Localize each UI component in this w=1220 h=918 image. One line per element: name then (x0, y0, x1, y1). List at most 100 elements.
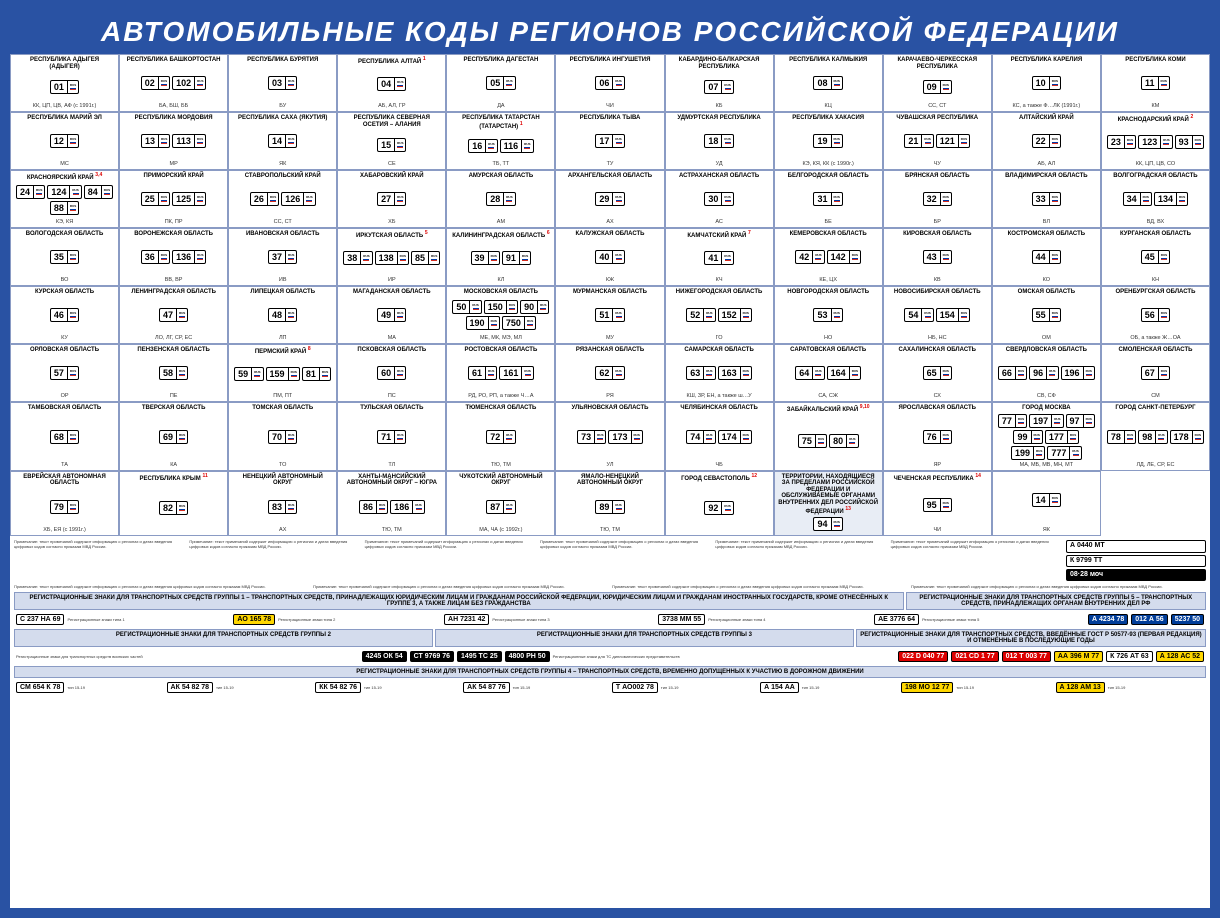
region-abbr: КО (996, 277, 1097, 283)
license-plate: 31RUS (813, 192, 842, 206)
license-plate: 50RUS (452, 300, 481, 314)
plate-flag-side: RUS (721, 193, 732, 205)
region-abbr: КМ (1105, 103, 1206, 109)
license-plate: 35RUS (50, 250, 79, 264)
region-cell: ЧЕЧЕНСКАЯ РЕСПУБЛИКА 1495RUSЧИ (883, 471, 992, 537)
plate-code: 196 (1062, 368, 1083, 378)
license-plate: 01RUS (50, 80, 79, 94)
region-name: ЛЕНИНГРАДСКАЯ ОБЛАСТЬ (123, 289, 224, 296)
plate-code: 48 (269, 310, 285, 320)
license-plate: 05RUS (486, 76, 515, 90)
license-plate: 52RUS (686, 308, 715, 322)
plates-row: 79RUS (14, 500, 115, 514)
region-cell: АСТРАХАНСКАЯ ОБЛАСТЬ30RUSАС (665, 170, 774, 228)
region-cell: КРАСНОЯРСКИЙ КРАЙ 3,424RUS124RUS84RUS88R… (10, 170, 119, 228)
license-plate: 80RUS (829, 434, 858, 448)
region-cell: РЕСПУБЛИКА ДАГЕСТАН05RUSДА (446, 54, 555, 112)
license-plate: 87RUS (486, 500, 515, 514)
plates-row: 40RUS (559, 250, 660, 264)
region-name: БЕЛГОРОДСКАЯ ОБЛАСТЬ (778, 173, 879, 180)
plate-flag-side: RUS (1067, 431, 1078, 443)
region-cell: РЕСПУБЛИКА САХА (ЯКУТИЯ)14RUSЯК (228, 112, 337, 170)
region-name: ЛИПЕЦКАЯ ОБЛАСТЬ (232, 289, 333, 296)
plate-code: 150 (485, 302, 506, 312)
plates-row: 69RUS (123, 430, 224, 444)
region-name: РЕСПУБЛИКА БАШКОРТОСТАН (123, 57, 224, 64)
license-plate: 72RUS (486, 430, 515, 444)
region-cell: ОРЛОВСКАЯ ОБЛАСТЬ57RUSОР (10, 344, 119, 402)
plate-code: 174 (719, 432, 740, 442)
license-plate: 82RUS (159, 501, 188, 515)
plate-code: 186 (391, 502, 412, 512)
region-name: ОРЕНБУРГСКАЯ ОБЛАСТЬ (1105, 289, 1206, 296)
license-plate: 88RUS (50, 201, 79, 215)
plate-flag-side: RUS (394, 139, 405, 151)
region-abbr: МЕ, МК, МЭ, МЛ (450, 335, 551, 341)
region-abbr: ЛО, ЛГ, СР, ЕС (123, 335, 224, 341)
plate-code: 97 (1067, 416, 1083, 426)
plate-code: 38 (344, 253, 360, 263)
region-name: МУРМАНСКАЯ ОБЛАСТЬ (559, 289, 660, 296)
plate-flag-side: RUS (158, 135, 169, 147)
plates-row: 46RUS (14, 308, 115, 322)
license-plate: 09RUS (923, 80, 952, 94)
region-name: КРАСНОЯРСКИЙ КРАЙ 3,4 (14, 173, 115, 182)
license-plate: 28RUS (486, 192, 515, 206)
example-desc: Регистрационные знаки типа 1 (67, 617, 230, 622)
plates-row: 42RUS142RUS (778, 250, 879, 264)
plate-flag-side: RUS (831, 309, 842, 321)
example-desc: Регистрационные знаки типа 3 (492, 617, 655, 622)
plate-flag-side: RUS (267, 193, 278, 205)
plate-flag-side: RUS (703, 367, 714, 379)
region-name: НЕНЕЦКИЙ АВТОНОМНЫЙ ОКРУГ (232, 474, 333, 487)
license-plate: 62RUS (595, 366, 624, 380)
plate-code: 28 (487, 194, 503, 204)
region-name: ИВАНОВСКАЯ ОБЛАСТЬ (232, 231, 333, 238)
region-name: РЕСПУБЛИКА АЛТАЙ 1 (341, 57, 442, 66)
region-abbr: РД, РО, РП, а также Ч…А (450, 393, 551, 399)
region-cell: ТУЛЬСКАЯ ОБЛАСТЬ71RUSТЛ (337, 402, 446, 471)
poster-frame: АВТОМОБИЛЬНЫЕ КОДЫ РЕГИОНОВ РОССИЙСКОЙ Ф… (0, 0, 1220, 918)
region-abbr: ТО (232, 462, 333, 468)
plate-flag-side: RUS (376, 501, 387, 513)
region-name: ПСКОВСКАЯ ОБЛАСТЬ (341, 347, 442, 354)
region-abbr: ЧУ (887, 161, 988, 167)
plate-flag-side: RUS (1124, 431, 1135, 443)
license-plate: 136RUS (172, 250, 206, 264)
plates-row: 19RUS (778, 134, 879, 148)
plate-flag-side: RUS (1015, 415, 1026, 427)
license-plate: 23RUS (1107, 135, 1136, 149)
license-plate: 177RUS (1045, 430, 1079, 444)
license-plate: 46RUS (50, 308, 79, 322)
region-abbr: КЛ (450, 277, 551, 283)
region-abbr: ЯР (887, 462, 988, 468)
plate-code: 56 (1142, 310, 1158, 320)
plate-flag-side: RUS (488, 317, 499, 329)
plate-flag-side: RUS (940, 431, 951, 443)
license-plate: 02RUS (141, 76, 170, 90)
region-cell: СТАВРОПОЛЬСКИЙ КРАЙ26RUS126RUSСС, СТ (228, 170, 337, 228)
region-name: РЕСПУБЛИКА МАРИЙ ЭЛ (14, 115, 115, 122)
plates-row: 83RUS (232, 500, 333, 514)
plates-row: 77RUS197RUS97RUS99RUS177RUS199RUS777RUS (996, 414, 1097, 460)
plate-flag-side: RUS (521, 367, 532, 379)
plate-code: 03 (269, 78, 285, 88)
region-cell: ЧУВАШСКАЯ РЕСПУБЛИКА21RUS121RUSЧУ (883, 112, 992, 170)
plate-flag-side: RUS (158, 193, 169, 205)
region-abbr: СС, СТ (887, 103, 988, 109)
plate-flag-side: RUS (1192, 431, 1203, 443)
license-plate: 142RUS (827, 250, 861, 264)
plate-flag-side: RUS (1158, 309, 1169, 321)
region-name: РЕСПУБЛИКА ХАКАСИЯ (778, 115, 879, 122)
plate-code: 67 (1142, 368, 1158, 378)
region-cell: СМОЛЕНСКАЯ ОБЛАСТЬ67RUSСМ (1101, 344, 1210, 402)
region-name: УЛЬЯНОВСКАЯ ОБЛАСТЬ (559, 405, 660, 412)
note-column: Примечание: текст примечаний содержит ин… (14, 540, 185, 583)
example-desc: Регистрационные знаки типа 2 (278, 617, 441, 622)
region-name: КОСТРОМСКАЯ ОБЛАСТЬ (996, 231, 1097, 238)
region-abbr: ПЕ (123, 393, 224, 399)
plate-code: 29 (596, 194, 612, 204)
plates-row: 22RUS (996, 134, 1097, 148)
examples-row: Регистрационные знаки для транспортных с… (14, 649, 1206, 664)
plate-flag-side: RUS (612, 135, 623, 147)
